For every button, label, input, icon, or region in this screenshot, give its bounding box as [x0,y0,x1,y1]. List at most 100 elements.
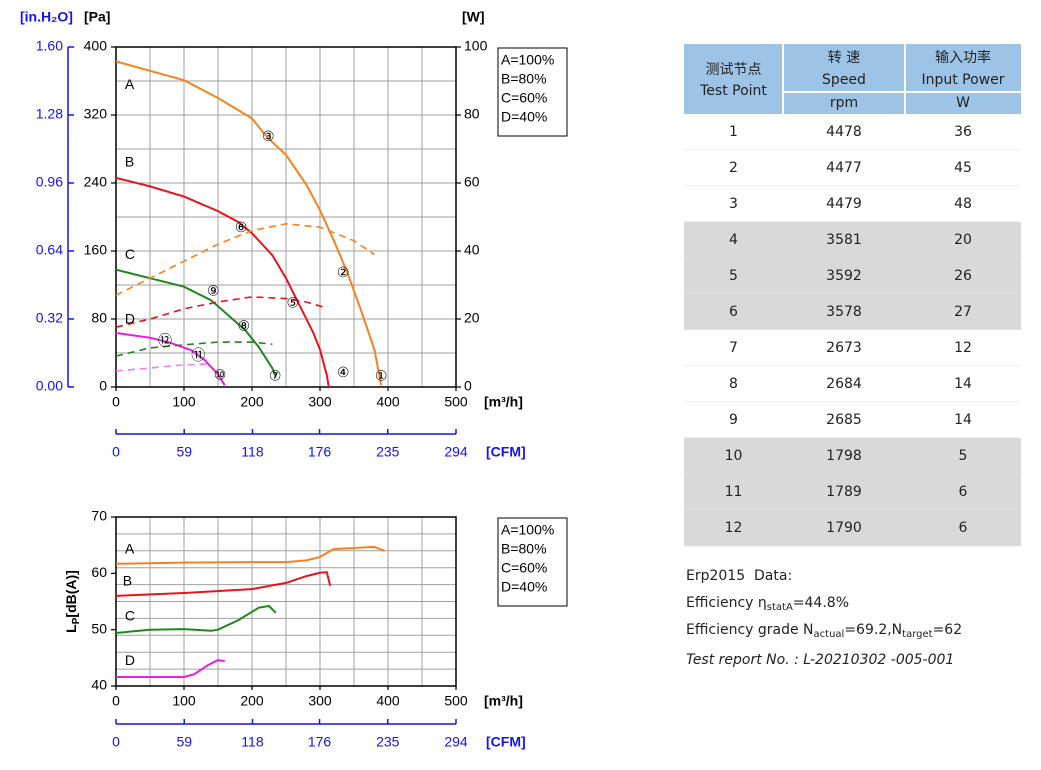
data-curve [115,545,385,565]
y-tick-label: 240 [84,174,108,190]
text-part: =62 [933,622,963,638]
data-curve [115,571,332,597]
table-cell: 4479 [826,196,862,212]
table-cell: 36 [954,124,972,140]
x-tick-label: 200 [240,394,264,410]
test-point-marker: ⑨ [207,283,220,299]
y-tick-label: 70 [91,508,107,524]
y3-axis-label: [in.H₂O] [20,9,73,25]
erp-heading: Erp2015 Data: [686,568,792,584]
table-cell: 6 [959,484,968,500]
table-cell: 1798 [826,448,862,464]
x-axis-label: [m³/h] [484,693,523,709]
curve-label: D [125,311,135,327]
legend-entry: C=60% [501,560,547,576]
table-cell: 48 [954,196,972,212]
y-tick-label: 60 [91,564,107,580]
y-axis-label: [Pa] [84,9,110,25]
power-curve [115,363,212,372]
x2-tick-label: 294 [444,444,468,460]
x-tick-label: 100 [172,693,196,709]
legend-box [497,517,568,607]
table-cell: 12 [954,340,972,356]
table-row [684,222,1021,258]
x2-tick-label: 59 [176,444,192,460]
y2-tick-label: 0 [464,378,472,394]
table-cell: 3581 [826,232,862,248]
x-tick-label: 300 [308,394,332,410]
legend-entry: B=80% [501,71,547,87]
table-cell: 6 [729,304,738,320]
header-cell: W [956,95,970,111]
x2-tick-label: 235 [376,734,400,750]
table-cell: 2673 [826,340,862,356]
legend-entry: A=100% [501,522,554,538]
test-point-marker: ⑥ [235,219,248,235]
text-part: L [63,624,79,633]
y-tick-label: 400 [84,38,108,54]
y3-tick-label: 0.32 [36,310,63,326]
table-cell: 2684 [826,376,862,392]
subscript: target [902,629,932,640]
table-row [684,330,1021,366]
table-cell: 20 [954,232,972,248]
table-row [684,510,1021,546]
table-cell: 5 [959,448,968,464]
table-cell: 45 [954,160,972,176]
test-point-marker: ⑪ [191,347,205,363]
y2-tick-label: 80 [464,106,480,122]
efficiency-note: Efficiency ηstatA=44.8% [686,595,849,613]
legend-entry: A=100% [501,52,554,68]
table-cell: 1 [729,124,738,140]
test-point-marker: ⑦ [269,368,282,384]
table-cell: 1789 [826,484,862,500]
header-cell: 输入功率 [935,49,991,66]
table-cell: 27 [954,304,972,320]
y-tick-label: 160 [84,242,108,258]
table-cell: 4 [729,232,738,248]
legend-entry: B=80% [501,541,547,557]
subscript: P [71,617,82,624]
x-tick-label: 0 [112,394,120,410]
x2-tick-label: 235 [376,444,400,460]
table-row [684,114,1021,150]
curve-label: C [125,607,135,623]
table-cell: 9 [729,412,738,428]
power-curve [115,222,375,296]
x-tick-label: 400 [376,394,400,410]
table-cell: 4477 [826,160,862,176]
y3-tick-label: 0.96 [36,174,63,190]
table-cell: 11 [725,484,743,500]
curve-label: A [125,540,135,556]
report-number: Test report No. : L-20210302 -005-001 [686,652,954,668]
header-cell: Speed [822,72,866,88]
table-cell: 5 [729,268,738,284]
data-curve [115,332,226,386]
y-tick-label: 0 [99,378,107,394]
table-row [684,186,1021,222]
x2-tick-label: 118 [241,734,264,750]
table-cell: 7 [729,340,738,356]
header-cell: 测试节点 [706,62,762,78]
x2-axis-label: [CFM] [486,734,526,750]
y2-tick-label: 40 [464,242,480,258]
y-tick-label: 50 [91,620,107,636]
legend-entry: C=60% [501,90,547,106]
x-tick-label: 0 [112,693,120,709]
table-cell: 10 [725,448,743,464]
table-row [684,294,1021,330]
table-row [684,150,1021,186]
legend-entry: D=40% [501,109,547,125]
table-cell: 14 [954,412,972,428]
legend-entry: D=40% [501,579,547,595]
test-point-marker: ① [375,368,388,384]
y-tick-label: 80 [91,310,107,326]
table-cell: 4478 [826,124,862,140]
curve-label: B [123,572,132,588]
table-cell: 3592 [826,268,862,284]
plot-frame [115,46,457,388]
table-row [684,474,1021,510]
table-cell: 2 [729,160,738,176]
y3-tick-label: 1.60 [36,38,63,54]
